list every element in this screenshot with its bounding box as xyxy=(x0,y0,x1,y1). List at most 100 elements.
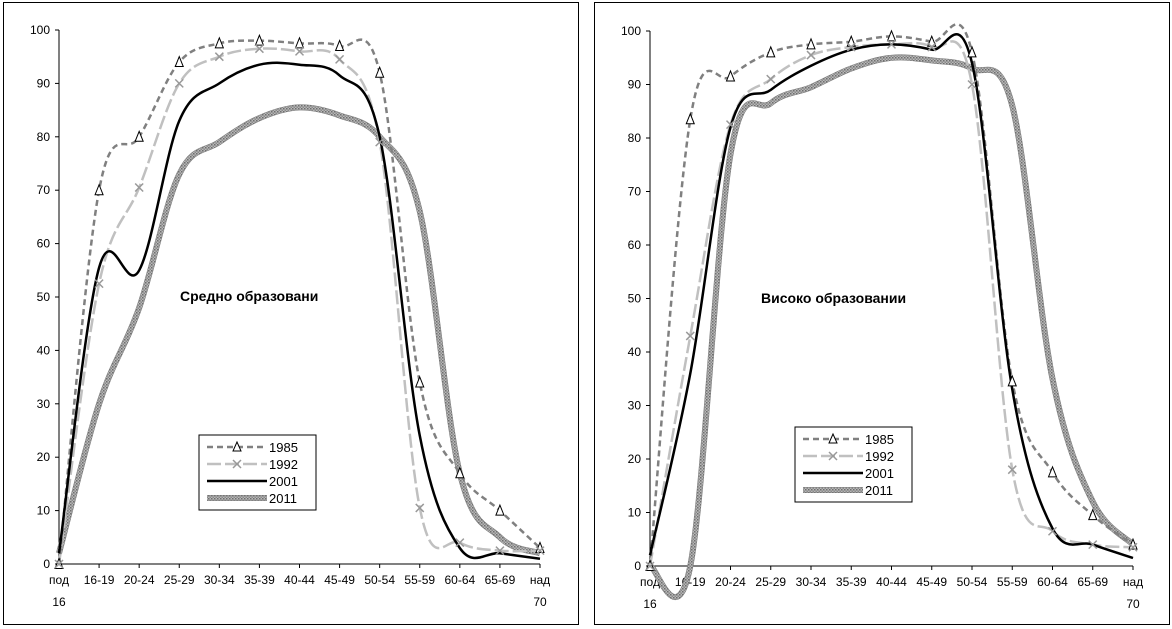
data-point-1992 xyxy=(1007,465,1017,475)
x-tick-label: 40-44 xyxy=(284,573,315,587)
y-tick-label: 20 xyxy=(628,452,642,466)
legend-label-2001: 2001 xyxy=(865,466,894,481)
data-point-1992 xyxy=(54,559,64,569)
legend-label-1985: 1985 xyxy=(865,432,894,447)
chart-svg-secondary-education: 0 10 20 30 40 50 60 70 80 90 100 под 16 16-19 20-24 25-… xyxy=(30,23,550,609)
data-point-1992 xyxy=(766,74,776,84)
legend-marker-1992 xyxy=(232,459,242,469)
data-point-1992 xyxy=(685,331,695,341)
y-tick-label: 80 xyxy=(628,131,642,145)
data-point-1985 xyxy=(415,375,425,388)
data-point-1992 xyxy=(495,546,505,556)
y-tick-label: 70 xyxy=(37,183,51,197)
data-point-1985 xyxy=(374,65,385,78)
data-point-1992 xyxy=(94,279,104,289)
y-tick-label: 50 xyxy=(37,290,51,304)
x-tick-label: 16 xyxy=(52,595,66,609)
data-point-1992 xyxy=(1047,526,1058,536)
x-tick-label: 16 xyxy=(643,597,657,611)
x-tick-label: 25-29 xyxy=(164,573,195,587)
data-point-1992 xyxy=(375,137,385,147)
x-tick-label: 25-29 xyxy=(755,575,786,589)
data-point-1992 xyxy=(294,46,305,56)
data-point-1992 xyxy=(254,44,264,54)
data-point-1992 xyxy=(846,42,856,52)
data-point-1985 xyxy=(134,129,144,142)
series-line-2001 xyxy=(648,33,1134,560)
series-line-1992 xyxy=(57,47,541,565)
series-line-2011 xyxy=(56,104,541,556)
x-tick-label: 70 xyxy=(1126,597,1140,611)
data-point-1992 xyxy=(1128,542,1138,552)
x-tick-label: под xyxy=(49,573,69,587)
chart-annotation: Средно образовани xyxy=(180,288,318,304)
legend-marker-1985 xyxy=(232,440,242,452)
x-tick-label: 60-64 xyxy=(444,573,475,587)
data-point-1985 xyxy=(725,69,736,82)
x-tick-label: 45-49 xyxy=(324,573,355,587)
data-point-1992 xyxy=(134,182,144,193)
data-point-1985 xyxy=(1088,508,1098,521)
y-tick-label: 50 xyxy=(628,292,642,306)
data-point-1985 xyxy=(294,36,305,49)
data-point-1985 xyxy=(495,503,505,516)
data-point-1992 xyxy=(927,42,937,52)
data-point-1985 xyxy=(94,183,104,196)
y-tick-label: 0 xyxy=(634,559,641,573)
x-tick-label: над xyxy=(530,573,550,587)
data-point-1992 xyxy=(214,52,224,62)
data-point-1992 xyxy=(1088,540,1098,550)
data-point-1985 xyxy=(1007,374,1017,387)
legend-label-1992: 1992 xyxy=(269,457,298,472)
data-point-1985 xyxy=(1047,465,1058,478)
x-tick-label: над xyxy=(1123,575,1143,589)
y-tick-label: 60 xyxy=(628,238,642,252)
x-tick-label: 30-34 xyxy=(204,573,235,587)
x-tick-label: 35-39 xyxy=(244,573,275,587)
data-point-1992 xyxy=(335,54,345,64)
x-tick-label: 70 xyxy=(533,595,547,609)
chart-annotation: Високо образовании xyxy=(761,290,906,306)
x-tick-label: 55-59 xyxy=(404,573,435,587)
y-tick-label: 0 xyxy=(43,557,50,571)
data-point-1985 xyxy=(254,33,265,46)
x-tick-label: 40-44 xyxy=(876,575,907,589)
y-tick-label: 80 xyxy=(37,130,51,144)
y-tick-label: 90 xyxy=(628,78,642,92)
legend-label-2011: 2011 xyxy=(269,491,297,506)
data-point-1992 xyxy=(806,50,816,60)
legend-label-2001: 2001 xyxy=(269,474,298,489)
x-tick-label: 16-19 xyxy=(84,573,115,587)
x-tick-label: 65-69 xyxy=(1077,575,1108,589)
x-tick-label: под xyxy=(640,575,660,589)
data-point-1992 xyxy=(886,39,897,49)
y-tick-label: 10 xyxy=(37,504,51,518)
data-point-1985 xyxy=(455,466,465,479)
series-line-1992 xyxy=(648,40,1134,567)
y-tick-label: 100 xyxy=(621,24,641,38)
data-point-1985 xyxy=(886,29,897,42)
data-point-1992 xyxy=(645,561,655,571)
x-tick-label: 60-64 xyxy=(1037,575,1068,589)
x-tick-label: 65-69 xyxy=(485,573,516,587)
data-point-1992 xyxy=(174,78,184,88)
data-point-1985 xyxy=(766,45,776,58)
legend-marker-1985 xyxy=(828,432,838,444)
legend-label-1985: 1985 xyxy=(269,440,298,455)
y-tick-label: 90 xyxy=(37,76,51,90)
y-tick-label: 20 xyxy=(37,450,51,464)
data-point-1992 xyxy=(725,120,736,130)
y-tick-label: 30 xyxy=(628,399,642,413)
x-tick-label: 55-59 xyxy=(997,575,1028,589)
data-point-1985 xyxy=(806,37,816,50)
chart-panel-secondary-education: 0 10 20 30 40 50 60 70 80 90 100 под 16 16-19 20-24 25-… xyxy=(3,2,579,625)
series-line-2011-edge xyxy=(648,54,1136,600)
data-point-1992 xyxy=(535,546,545,556)
data-point-1985 xyxy=(334,39,345,52)
y-tick-label: 60 xyxy=(37,237,51,251)
data-point-1985 xyxy=(967,45,977,58)
legend-label-1992: 1992 xyxy=(865,449,894,464)
x-tick-label: 20-24 xyxy=(715,575,746,589)
x-tick-label: 50-54 xyxy=(364,573,395,587)
